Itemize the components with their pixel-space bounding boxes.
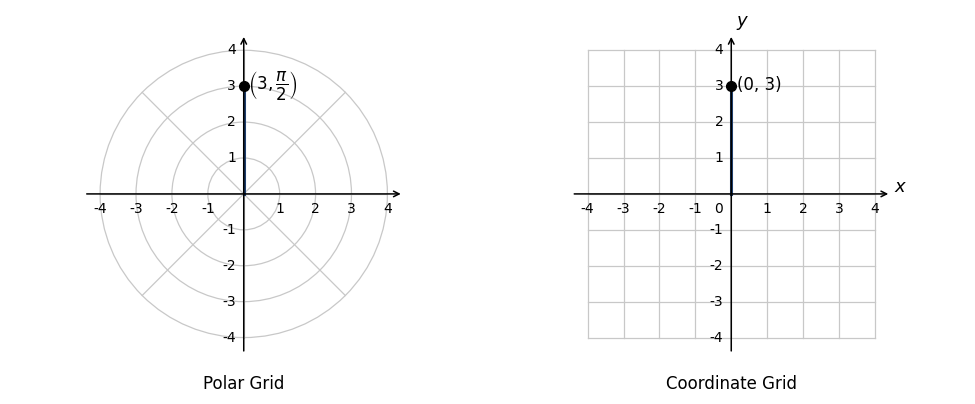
Text: (0, 3): (0, 3) (737, 76, 781, 95)
Text: 3: 3 (227, 79, 236, 93)
Text: 2: 2 (311, 202, 320, 216)
Text: 3: 3 (715, 79, 723, 93)
Text: -1: -1 (201, 202, 214, 216)
Text: 2: 2 (715, 115, 723, 129)
Text: -4: -4 (581, 202, 595, 216)
Text: -3: -3 (222, 295, 236, 309)
Text: Coordinate Grid: Coordinate Grid (666, 375, 797, 393)
Text: 4: 4 (383, 202, 392, 216)
Text: 3: 3 (347, 202, 356, 216)
Text: Polar Grid: Polar Grid (203, 375, 285, 393)
Text: 2: 2 (799, 202, 807, 216)
Text: -2: -2 (710, 259, 723, 273)
Text: -4: -4 (94, 202, 107, 216)
Text: 1: 1 (762, 202, 771, 216)
Text: -3: -3 (710, 295, 723, 309)
Text: $x$: $x$ (893, 179, 907, 196)
Text: 1: 1 (275, 202, 284, 216)
Text: 4: 4 (871, 202, 879, 216)
Text: $\left(3, \dfrac{\pi}{2}\right)$: $\left(3, \dfrac{\pi}{2}\right)$ (248, 69, 297, 102)
Text: $y$: $y$ (735, 14, 749, 32)
Text: 2: 2 (227, 115, 236, 129)
Text: 3: 3 (835, 202, 843, 216)
Text: 4: 4 (715, 43, 723, 57)
Text: 1: 1 (227, 151, 236, 165)
Text: -4: -4 (710, 330, 723, 345)
Text: -2: -2 (652, 202, 666, 216)
Text: -1: -1 (688, 202, 702, 216)
Text: 4: 4 (227, 43, 236, 57)
Text: -1: -1 (222, 223, 236, 237)
Text: -3: -3 (130, 202, 142, 216)
Text: -2: -2 (165, 202, 178, 216)
Text: -3: -3 (617, 202, 630, 216)
Text: -4: -4 (222, 330, 236, 345)
Text: 1: 1 (715, 151, 723, 165)
Text: -2: -2 (222, 259, 236, 273)
Text: -1: -1 (710, 223, 723, 237)
Text: 0: 0 (715, 202, 723, 216)
